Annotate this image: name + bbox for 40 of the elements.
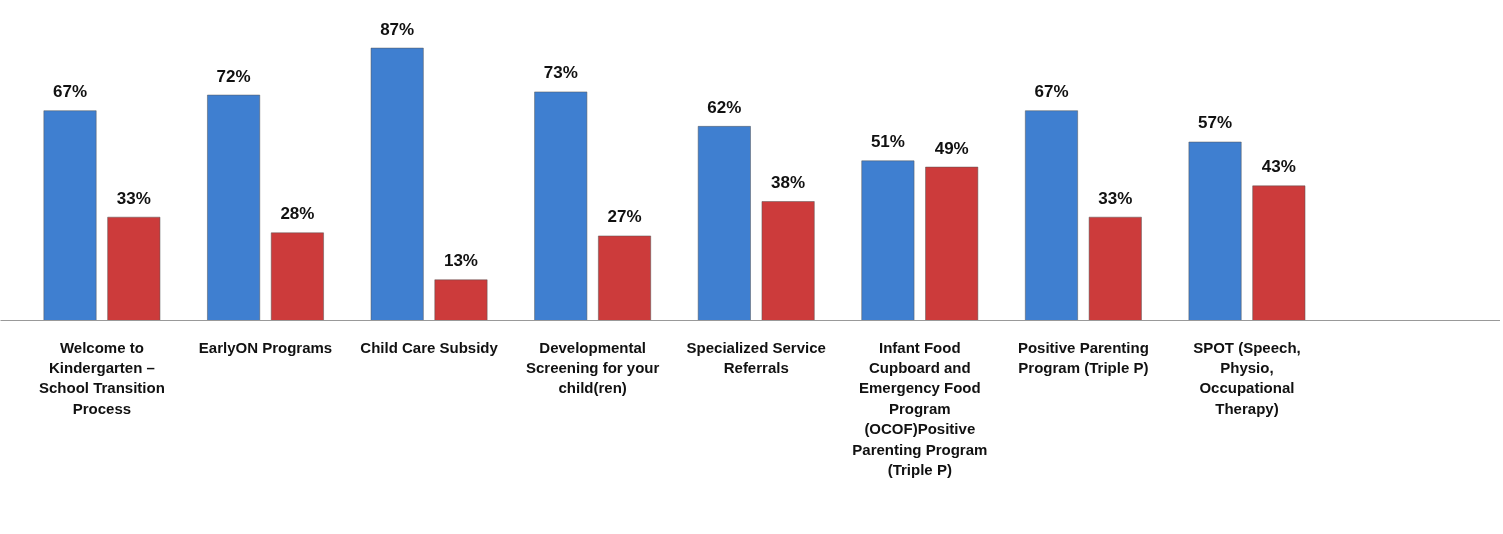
data-label: 49%: [934, 138, 969, 158]
bar: [1252, 185, 1306, 321]
data-label: 43%: [1261, 157, 1296, 177]
bar: [1088, 216, 1142, 321]
bar: [1188, 141, 1242, 321]
x-tick-label: SPOT (Speech, Physio, Occupational Therapy): [1193, 338, 1301, 417]
bar: [434, 279, 488, 321]
x-tick-label: Infant Food Cupboard and Emergency Food Program (OCOF)Positive Parenting Program (Triple P): [852, 338, 988, 478]
data-label: 72%: [216, 66, 251, 86]
x-tick-label: Child Care Subsidy: [360, 338, 499, 356]
bar: [598, 235, 651, 321]
bar: [697, 126, 751, 321]
bar: [925, 166, 979, 321]
data-label: 62%: [707, 97, 742, 117]
data-label: 28%: [280, 204, 315, 224]
data-label: 57%: [1198, 113, 1233, 133]
data-label: 33%: [116, 188, 151, 208]
data-label: 38%: [771, 172, 806, 192]
data-label: 67%: [53, 82, 88, 102]
bar: [107, 216, 161, 321]
bar: [370, 47, 424, 321]
bar: [1025, 110, 1078, 321]
x-tick-label: Welcome to Kindergarten – School Transition Process: [39, 338, 165, 417]
bar: [761, 201, 815, 321]
x-tick-label: Developmental Screening for your child(ren): [525, 338, 660, 397]
data-label: 67%: [1034, 82, 1069, 102]
bar: [43, 110, 97, 321]
bar: [861, 160, 915, 321]
x-tick-label: Positive Parenting Program (Triple P): [1017, 338, 1149, 376]
bar: [270, 232, 324, 321]
data-label: 87%: [380, 19, 415, 39]
data-label: 13%: [443, 251, 478, 271]
data-label: 33%: [1098, 188, 1133, 208]
data-label: 73%: [543, 63, 578, 83]
x-tick-label: Specialized Service Referrals: [686, 338, 826, 376]
x-tick-label: EarlyON Programs: [198, 338, 333, 356]
data-label: 27%: [607, 207, 642, 227]
data-label: 51%: [870, 132, 905, 152]
bar: [207, 94, 261, 321]
bar: [534, 91, 588, 321]
